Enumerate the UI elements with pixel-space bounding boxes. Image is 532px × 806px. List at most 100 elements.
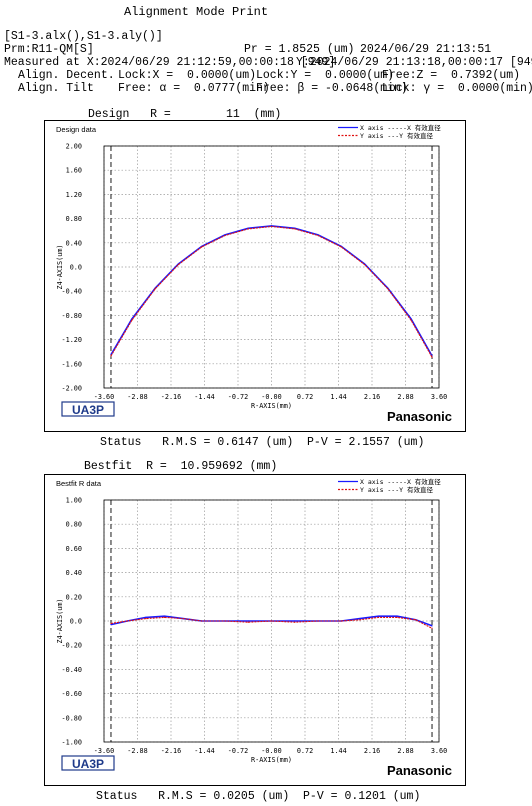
page-title: Alignment Mode Print	[124, 5, 269, 19]
data-point	[224, 620, 226, 622]
data-point	[410, 319, 412, 321]
x-tick-label: -0.72	[228, 747, 248, 755]
ua3p-logo-text: UA3P	[72, 757, 104, 771]
decent-x: Lock:X = 0.0000(um)	[118, 69, 257, 82]
x-tick-label: 0.72	[297, 393, 313, 401]
y-tick-label: 0.20	[66, 593, 82, 601]
x-tick-label: -2.16	[161, 747, 181, 755]
design-chart-panel: Design data X axis -----X 有效直径 Y axis ---Y…	[44, 120, 466, 432]
x-tick-label: -2.16	[161, 393, 181, 401]
decent-y: Lock:Y = 0.0000(um)	[256, 69, 395, 82]
data-point	[317, 234, 319, 237]
data-point	[340, 246, 342, 248]
y-tick-label: 1.20	[66, 191, 82, 199]
data-point	[294, 228, 296, 230]
data-point	[377, 616, 380, 618]
data-point	[145, 616, 147, 618]
legend-label: X axis -----X 有效直径	[360, 477, 441, 486]
data-point	[224, 234, 226, 237]
data-point	[145, 617, 147, 620]
y-tick-label: 1.60	[66, 167, 82, 175]
data-point	[110, 355, 112, 357]
x-tick-label: 2.16	[364, 393, 380, 401]
data-point	[163, 616, 166, 618]
y-tick-label: 0.0	[70, 264, 82, 272]
y-tick-label: 0.80	[66, 215, 82, 223]
x-tick-label: 2.88	[397, 393, 413, 401]
measured-x: Measured at X:2024/06/29 21:12:59,00:00:…	[4, 56, 336, 69]
data-point	[363, 263, 366, 266]
chart-frame	[44, 474, 466, 786]
x-tick-label: -1.44	[194, 747, 214, 755]
y-tick-label: -0.40	[62, 666, 82, 674]
x-tick-label: -0.72	[228, 393, 248, 401]
plot-area	[103, 499, 440, 743]
y-tick-label: 0.40	[66, 569, 82, 577]
y-tick-label: -0.80	[62, 312, 82, 320]
ua3p-logo-box	[61, 755, 115, 771]
tilt-beta: Free: β = -0.0648(min)	[256, 82, 408, 95]
x-tick-label: 0.72	[297, 747, 313, 755]
x-tick-label: -0.00	[261, 747, 281, 755]
data-point	[317, 620, 319, 622]
data-point	[431, 356, 433, 358]
bestfit-heading: Bestfit R = 10.959692 (mm)	[84, 460, 278, 473]
y-tick-label: 0.40	[66, 239, 82, 247]
data-point	[359, 617, 361, 620]
data-point	[177, 263, 180, 266]
x-tick-label: -2.88	[127, 747, 147, 755]
data-point	[247, 228, 249, 230]
y-tick-label: -1.20	[62, 336, 82, 344]
measured-y: Y:2024/06/29 21:13:18,00:00:17 [949]	[296, 56, 532, 69]
y-tick-label: -1.00	[62, 739, 82, 747]
data-point	[270, 620, 273, 622]
decent-label: Align. Decent.	[18, 69, 115, 82]
data-point	[182, 617, 184, 620]
series-line-y-axis	[110, 616, 433, 629]
tilt-alpha: Free: α = 0.0777(min)	[118, 82, 270, 95]
panel-title: Design data	[56, 125, 97, 134]
data-point	[163, 615, 166, 617]
x-tick-label: -3.60	[94, 747, 114, 755]
x-axis-label: R-AXIS(mm)	[251, 756, 292, 764]
x-tick-label: -2.88	[127, 393, 147, 401]
y-tick-label: -0.60	[62, 690, 82, 698]
y-tick-label: -0.40	[62, 288, 82, 296]
plot-area	[103, 145, 440, 389]
y-tick-label: -1.60	[62, 360, 82, 368]
data-point	[270, 225, 273, 228]
x-tick-label: 3.60	[431, 747, 447, 755]
x-tick-label: -1.44	[194, 393, 214, 401]
data-point	[247, 620, 249, 622]
data-point	[377, 615, 380, 617]
legend-label: Y axis ---Y 有效直径	[360, 485, 433, 494]
chart-frame	[44, 120, 466, 432]
ua3p-logo: UA3P	[61, 401, 115, 417]
data-point	[340, 620, 342, 622]
data-point	[415, 619, 417, 621]
data-point	[201, 246, 203, 248]
x-tick-label: 1.44	[330, 393, 346, 401]
data-point	[294, 620, 296, 622]
x-axis-label: R-AXIS(mm)	[251, 402, 292, 410]
data-point	[396, 616, 398, 618]
x-tick-label: -3.60	[94, 393, 114, 401]
data-point	[387, 288, 389, 290]
tilt-label: Align. Tilt	[18, 82, 94, 95]
ua3p-logo: UA3P	[61, 755, 115, 771]
pr-value: Pr = 1.8525 (um)	[244, 43, 355, 56]
panasonic-logo: Panasonic	[387, 763, 452, 778]
x-tick-label: 3.60	[431, 393, 447, 401]
data-point	[294, 621, 296, 623]
data-point	[201, 620, 203, 622]
decent-z: Free:Z = 0.7392(um)	[382, 69, 521, 82]
data-point	[126, 620, 128, 622]
data-point	[431, 625, 433, 627]
legend-label: X axis -----X 有效直径	[360, 123, 441, 132]
data-point	[110, 622, 112, 625]
panasonic-logo: Panasonic	[387, 409, 452, 424]
x-tick-label: 1.44	[330, 747, 346, 755]
design-status: Status R.M.S = 0.6147 (um) P-V = 2.1557 …	[100, 436, 425, 449]
y-tick-label: 1.00	[66, 497, 82, 505]
